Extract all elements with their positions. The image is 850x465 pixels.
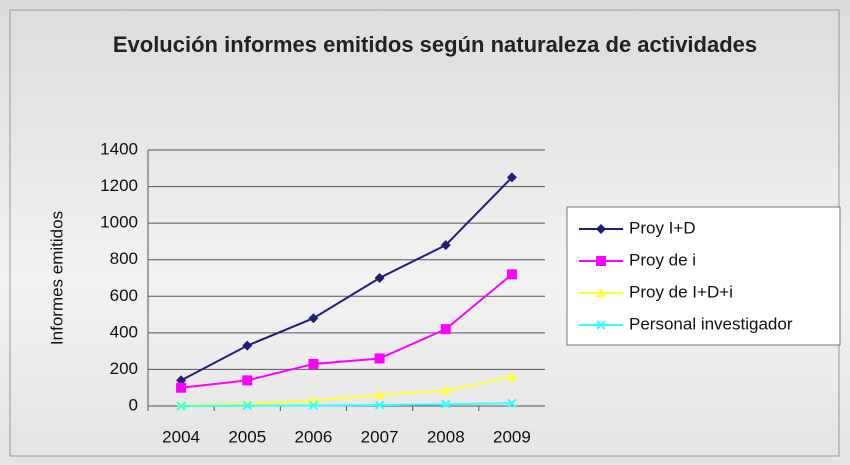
marker bbox=[242, 400, 252, 411]
y-tick-label: 200 bbox=[110, 359, 138, 378]
marker bbox=[506, 371, 517, 381]
marker bbox=[374, 353, 385, 364]
legend-label: Proy de i bbox=[629, 250, 696, 269]
y-tick-label: 1400 bbox=[100, 139, 138, 158]
marker bbox=[176, 382, 187, 393]
legend-label: Proy de I+D+i bbox=[629, 282, 733, 301]
marker bbox=[440, 324, 451, 335]
series-line bbox=[180, 273, 513, 389]
y-tick-label: 800 bbox=[110, 249, 138, 268]
marker bbox=[506, 269, 517, 280]
marker bbox=[596, 288, 606, 297]
series-line bbox=[181, 375, 513, 407]
marker bbox=[596, 256, 606, 266]
marker bbox=[374, 390, 385, 400]
marker bbox=[242, 340, 253, 351]
legend-label: Proy I+D bbox=[629, 218, 696, 237]
marker bbox=[507, 398, 517, 408]
y-tick-label: 1200 bbox=[100, 176, 138, 195]
y-tick-label: 400 bbox=[110, 322, 138, 341]
marker bbox=[506, 172, 517, 183]
marker bbox=[242, 375, 253, 386]
series-line bbox=[180, 176, 513, 382]
marker bbox=[374, 400, 385, 410]
marker bbox=[374, 273, 385, 283]
x-tick-label: 2004 bbox=[162, 427, 200, 446]
x-tick-label: 2009 bbox=[493, 427, 531, 446]
y-tick-label: 0 bbox=[129, 395, 138, 414]
marker bbox=[596, 320, 606, 330]
marker bbox=[596, 224, 606, 234]
marker bbox=[308, 358, 319, 369]
y-tick-label: 600 bbox=[110, 286, 138, 305]
x-tick-label: 2005 bbox=[228, 427, 266, 446]
marker bbox=[441, 399, 451, 409]
marker bbox=[440, 385, 451, 395]
x-tick-label: 2007 bbox=[361, 427, 399, 446]
marker bbox=[308, 313, 319, 324]
chart-title: Evolución informes emitidos según natura… bbox=[112, 32, 758, 57]
x-tick-label: 2006 bbox=[295, 427, 333, 446]
y-axis-label: Informes emitidos bbox=[47, 211, 66, 345]
y-tick-label: 1000 bbox=[100, 213, 138, 232]
series-line bbox=[181, 402, 512, 407]
legend-label: Personal investigador bbox=[629, 314, 793, 333]
marker bbox=[176, 401, 186, 411]
marker bbox=[440, 240, 451, 251]
marker bbox=[308, 400, 319, 411]
x-tick-label: 2008 bbox=[427, 427, 465, 446]
